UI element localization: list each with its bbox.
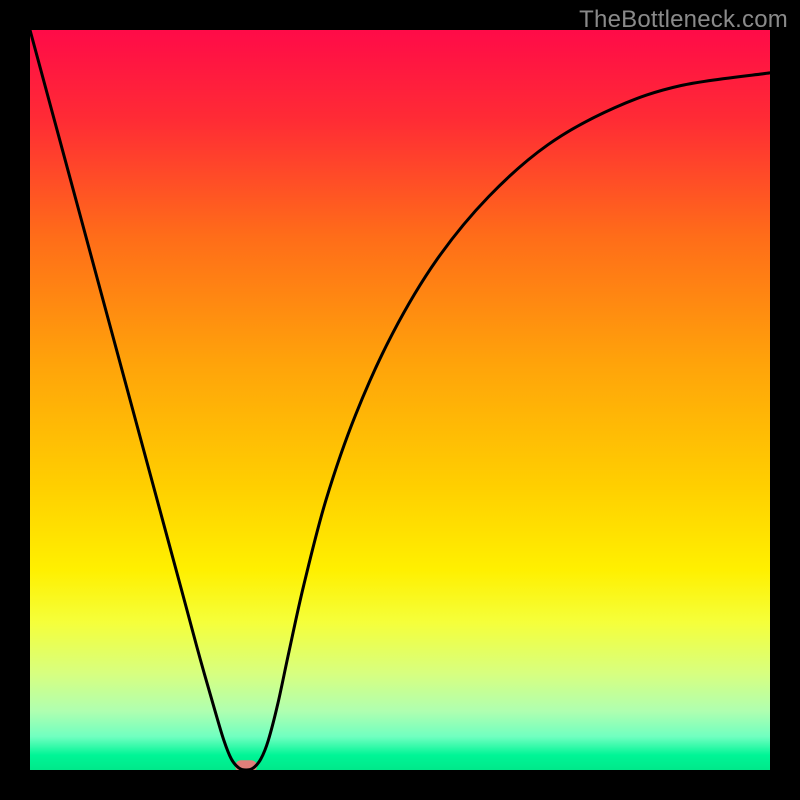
chart-container: TheBottleneck.com xyxy=(0,0,800,800)
gradient-background xyxy=(30,30,770,770)
plot-area xyxy=(30,30,770,770)
chart-svg xyxy=(30,30,770,770)
